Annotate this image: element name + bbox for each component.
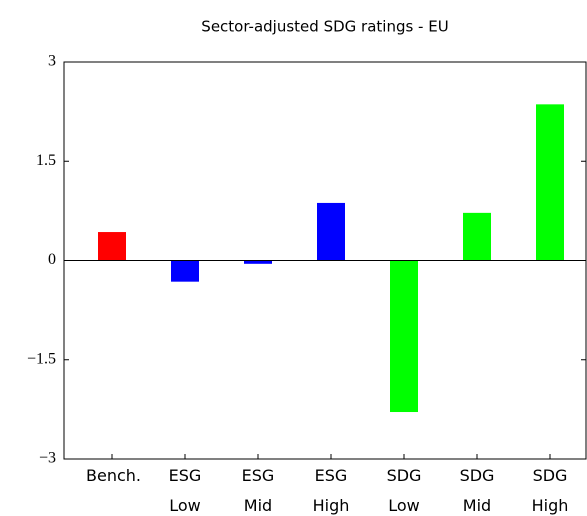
y-tick-label: −3 (39, 450, 56, 467)
x-tick-label-box: ESG Mid (241, 466, 275, 515)
bar (536, 104, 564, 261)
x-tick-label: ESG High (312, 466, 350, 515)
y-tick-label: 0 (48, 251, 56, 268)
x-tick-label: ESG Mid (241, 466, 275, 515)
x-tick-label: SDG High (531, 466, 569, 515)
chart-title: Sector-adjusted SDG ratings - EU (201, 18, 448, 36)
y-tick-label: 1.5 (36, 152, 56, 169)
y-tick-label: −1.5 (27, 350, 56, 367)
bar (98, 232, 126, 261)
x-tick-label-box: ESG High (312, 466, 350, 515)
x-tick-label: Bench. (86, 466, 141, 485)
x-tick-label-box: SDG Mid (459, 466, 495, 515)
x-tick-label: ESG Low (168, 466, 202, 515)
bar (244, 260, 272, 264)
x-tick-label-box: SDG Low (386, 466, 422, 515)
x-tick-label: SDG Mid (459, 466, 495, 515)
y-tick-label: 3 (48, 53, 56, 70)
bar (317, 202, 345, 261)
bar (390, 260, 418, 413)
bar (463, 212, 491, 261)
x-tick-label-box: ESG Low (168, 466, 202, 515)
x-tick-label-box: Bench. (86, 466, 141, 485)
x-tick-label-box: SDG High (531, 466, 569, 515)
x-tick-label: SDG Low (386, 466, 422, 515)
bar (171, 260, 199, 282)
